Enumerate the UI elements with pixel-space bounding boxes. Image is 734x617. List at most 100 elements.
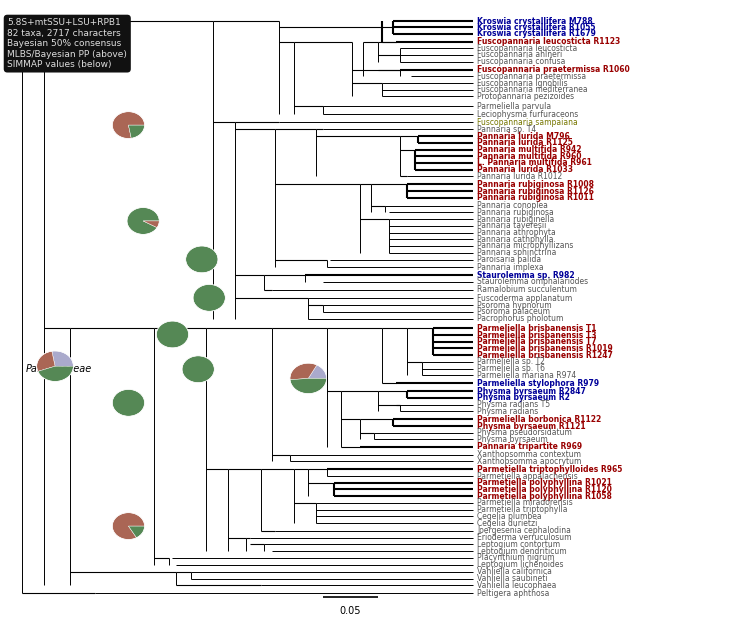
Text: Pannaria rubiginosa R1011: Pannaria rubiginosa R1011 bbox=[477, 193, 594, 202]
Text: L. Pannaria multifida R961: L. Pannaria multifida R961 bbox=[477, 159, 592, 167]
Text: Erioderma verruculosum: Erioderma verruculosum bbox=[477, 533, 572, 542]
Text: Pannaria sp. T4: Pannaria sp. T4 bbox=[477, 125, 537, 134]
Text: Fuscopannaria sampaiana: Fuscopannaria sampaiana bbox=[477, 118, 578, 126]
Text: Fuscopannaria mediterranea: Fuscopannaria mediterranea bbox=[477, 85, 588, 94]
Text: Vahliella leucophaea: Vahliella leucophaea bbox=[477, 581, 556, 590]
Text: Pannaria microphyllizans: Pannaria microphyllizans bbox=[477, 241, 573, 251]
Text: Physma byrsaeum: Physma byrsaeum bbox=[477, 435, 548, 444]
Text: Parmeliella sp. T2: Parmeliella sp. T2 bbox=[477, 357, 545, 366]
Wedge shape bbox=[37, 351, 55, 371]
Text: Parmetiella triptophylloides R965: Parmetiella triptophylloides R965 bbox=[477, 465, 622, 474]
Text: Pacrophorus pholotum: Pacrophorus pholotum bbox=[477, 314, 564, 323]
Text: Pannaria implexa: Pannaria implexa bbox=[477, 263, 544, 272]
Text: Fuscopannaria ignobilis: Fuscopannaria ignobilis bbox=[477, 78, 567, 88]
Text: Parmeliella stylophora R979: Parmeliella stylophora R979 bbox=[477, 379, 599, 387]
Text: Joergesenia cephalodina: Joergesenia cephalodina bbox=[477, 526, 571, 536]
Wedge shape bbox=[52, 351, 73, 366]
Wedge shape bbox=[182, 356, 214, 383]
Text: Parmetiella polyphyllina R1021: Parmetiella polyphyllina R1021 bbox=[477, 478, 612, 487]
Wedge shape bbox=[193, 284, 225, 311]
Text: Parmeliella borbonica R1122: Parmeliella borbonica R1122 bbox=[477, 415, 601, 424]
Text: Fuscopannaria praetermissa: Fuscopannaria praetermissa bbox=[477, 72, 586, 81]
Text: Parmeliella parvula: Parmeliella parvula bbox=[477, 102, 551, 110]
Text: Vahliella californica: Vahliella californica bbox=[477, 568, 552, 576]
Text: Cegelia plumbea: Cegelia plumbea bbox=[477, 512, 542, 521]
Wedge shape bbox=[112, 513, 145, 539]
Text: Pannaria cathphylla: Pannaria cathphylla bbox=[477, 234, 553, 244]
Text: Pannaria multifida R960: Pannaria multifida R960 bbox=[477, 152, 581, 161]
Text: Psoroma palaceum: Psoroma palaceum bbox=[477, 307, 550, 317]
Wedge shape bbox=[128, 125, 145, 138]
Text: Xanthopsomma apocrytum: Xanthopsomma apocrytum bbox=[477, 457, 581, 466]
Text: Paroisaria palida: Paroisaria palida bbox=[477, 255, 541, 265]
Text: Psoroma hypnorum: Psoroma hypnorum bbox=[477, 300, 552, 310]
Text: Fuscopannaria leucosticta R1123: Fuscopannaria leucosticta R1123 bbox=[477, 37, 620, 46]
Text: Physma radians T5: Physma radians T5 bbox=[477, 400, 550, 409]
Wedge shape bbox=[186, 246, 218, 273]
Text: Protopannaria pezizoides: Protopannaria pezizoides bbox=[477, 92, 574, 101]
Text: Pannaria multifida R942: Pannaria multifida R942 bbox=[477, 145, 581, 154]
Text: Parmeliella brisbanensis R1247: Parmeliella brisbanensis R1247 bbox=[477, 350, 613, 360]
Text: Fuscopannaria ahlneri: Fuscopannaria ahlneri bbox=[477, 51, 562, 59]
Text: Kroswia crystallifera R1679: Kroswia crystallifera R1679 bbox=[477, 29, 596, 38]
Text: Pannaria rubiginella: Pannaria rubiginella bbox=[477, 215, 554, 223]
Text: Vahliella saubineti: Vahliella saubineti bbox=[477, 574, 548, 583]
Text: Pannaria rubiginosa R1126: Pannaria rubiginosa R1126 bbox=[477, 186, 594, 196]
Text: Physma byrsaeum R1121: Physma byrsaeum R1121 bbox=[477, 421, 586, 431]
Text: Fuscopannaria praetermissa R1060: Fuscopannaria praetermissa R1060 bbox=[477, 65, 630, 74]
Text: Pannaria athrophyta: Pannaria athrophyta bbox=[477, 228, 556, 237]
Text: Pannaria lurida R1033: Pannaria lurida R1033 bbox=[477, 165, 573, 174]
Text: Leptogium lichenoides: Leptogium lichenoides bbox=[477, 560, 564, 569]
Text: Parmeliella sp. T6: Parmeliella sp. T6 bbox=[477, 364, 545, 373]
Wedge shape bbox=[290, 363, 317, 379]
Wedge shape bbox=[112, 112, 145, 139]
Text: Pannaria rubiginosa: Pannaria rubiginosa bbox=[477, 208, 554, 217]
Text: Parmetiella appalachensis: Parmetiella appalachensis bbox=[477, 471, 578, 481]
Text: Physma byrsaeum R2847: Physma byrsaeum R2847 bbox=[477, 387, 586, 395]
Text: Leciophysma furfuraceons: Leciophysma furfuraceons bbox=[477, 110, 578, 118]
Text: Xanthopsomma contextum: Xanthopsomma contextum bbox=[477, 450, 581, 459]
Text: Parmeliella mariana R974: Parmeliella mariana R974 bbox=[477, 371, 576, 380]
Text: Leptogium dendriticum: Leptogium dendriticum bbox=[477, 547, 567, 556]
Wedge shape bbox=[112, 389, 145, 416]
Text: Physma radians: Physma radians bbox=[477, 407, 538, 416]
Text: Pannaria conoplea: Pannaria conoplea bbox=[477, 201, 548, 210]
Text: Pannaria rubiginosa R1008: Pannaria rubiginosa R1008 bbox=[477, 180, 594, 189]
Wedge shape bbox=[127, 207, 159, 234]
Wedge shape bbox=[128, 526, 145, 538]
Wedge shape bbox=[143, 221, 159, 228]
Text: Fuscoderma applanatum: Fuscoderma applanatum bbox=[477, 294, 573, 303]
Text: Ramalobium succulentum: Ramalobium succulentum bbox=[477, 286, 577, 294]
Text: Parmetiella triptophylla: Parmetiella triptophylla bbox=[477, 505, 567, 514]
Wedge shape bbox=[308, 365, 327, 378]
Text: Cegelia durietzi: Cegelia durietzi bbox=[477, 518, 537, 528]
Text: Pannaria lurida R1012: Pannaria lurida R1012 bbox=[477, 172, 562, 181]
Text: Parmetiella miradorensis: Parmetiella miradorensis bbox=[477, 499, 573, 507]
Text: Kroswia crystallifera M788: Kroswia crystallifera M788 bbox=[477, 17, 593, 26]
Text: Parmetiella polyphyllina R1058: Parmetiella polyphyllina R1058 bbox=[477, 492, 612, 500]
Text: Leptogium contortum: Leptogium contortum bbox=[477, 540, 560, 549]
Text: Placynthium nigrum: Placynthium nigrum bbox=[477, 553, 555, 562]
Text: Kroswia crystallifera R1055: Kroswia crystallifera R1055 bbox=[477, 23, 595, 32]
Text: 5.8S+mtSSU+LSU+RPB1
82 taxa, 2717 characters
Bayesian 50% consensus
MLBS/Bayesia: 5.8S+mtSSU+LSU+RPB1 82 taxa, 2717 charac… bbox=[7, 19, 127, 69]
Text: Pannaria sphinctrina: Pannaria sphinctrina bbox=[477, 248, 556, 257]
Text: Pannariaceae: Pannariaceae bbox=[26, 364, 92, 375]
Text: Fuscopannaria confusa: Fuscopannaria confusa bbox=[477, 57, 565, 66]
Text: Staurolemma sp. R982: Staurolemma sp. R982 bbox=[477, 271, 575, 280]
Text: Staurolemma omphalariodes: Staurolemma omphalariodes bbox=[477, 278, 588, 286]
Text: Pannaria lurida R1125: Pannaria lurida R1125 bbox=[477, 138, 573, 147]
Wedge shape bbox=[156, 321, 189, 348]
Text: Parmeliella brisbanensis R1019: Parmeliella brisbanensis R1019 bbox=[477, 344, 613, 353]
Text: Parmetiella polyphyllina R1120: Parmetiella polyphyllina R1120 bbox=[477, 485, 612, 494]
Text: Peltigera aphthosa: Peltigera aphthosa bbox=[477, 589, 550, 598]
Text: Pannaria taveresii: Pannaria taveresii bbox=[477, 222, 547, 230]
Text: Pannaria tripartite R969: Pannaria tripartite R969 bbox=[477, 442, 582, 451]
Text: Pannaria lurida M796: Pannaria lurida M796 bbox=[477, 131, 570, 141]
Text: Fuscopannaria leucosticta: Fuscopannaria leucosticta bbox=[477, 44, 578, 52]
Text: Physma pseudorsidatum: Physma pseudorsidatum bbox=[477, 428, 572, 437]
Wedge shape bbox=[290, 378, 327, 394]
Wedge shape bbox=[38, 366, 73, 381]
Text: Parmeliella brisbanensis T7: Parmeliella brisbanensis T7 bbox=[477, 337, 597, 346]
Text: Parmeliella brisbanensis T3: Parmeliella brisbanensis T3 bbox=[477, 331, 597, 339]
Text: Physma byrsaeum R2: Physma byrsaeum R2 bbox=[477, 394, 570, 402]
